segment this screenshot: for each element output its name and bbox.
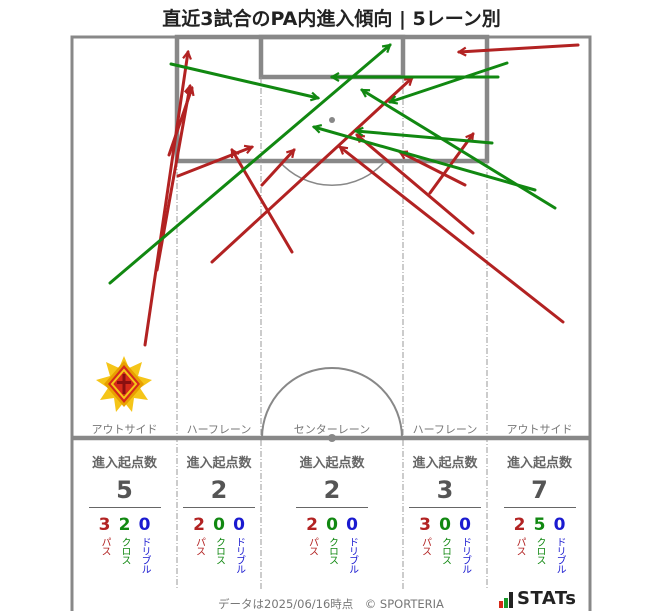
- penalty-arc: [278, 160, 386, 187]
- total-count: 3: [436, 476, 454, 504]
- center-circle: [261, 367, 403, 439]
- pass-arrow: [176, 147, 252, 178]
- cross-arrow: [356, 131, 494, 145]
- stats-brand-logo: STATs: [499, 590, 576, 608]
- dribble-count: 0: [138, 515, 151, 535]
- team-emblem-icon: [96, 356, 152, 412]
- cross-count: 2: [118, 515, 131, 535]
- dribble-label: ドリブル: [346, 537, 358, 573]
- pass-arrow: [210, 78, 412, 264]
- pass-arrow: [155, 86, 190, 272]
- cross-arrow: [362, 88, 557, 210]
- pass-count: 3: [419, 515, 431, 535]
- penalty-area: [174, 34, 490, 164]
- stats-header: 進入起点数: [299, 456, 365, 471]
- cross-label: クロス: [213, 537, 225, 564]
- pass-arrow: [357, 133, 475, 235]
- dribble-label: ドリブル: [139, 537, 150, 573]
- pass-arrow: [167, 88, 192, 157]
- pass-arrow: [400, 150, 467, 187]
- goal-area: [258, 34, 406, 80]
- pass-label: パス: [99, 537, 110, 555]
- cross-label: クロス: [439, 537, 451, 564]
- cross-label: クロス: [119, 537, 130, 564]
- pass-label: パス: [306, 537, 318, 555]
- center-spot: [328, 434, 336, 442]
- pass-count: 2: [193, 515, 205, 535]
- stats-header: 進入起点数: [186, 456, 252, 471]
- dribble-count: 0: [553, 515, 566, 535]
- cross-arrow: [108, 43, 390, 285]
- cross-arrow: [314, 127, 537, 192]
- pass-arrow: [340, 145, 565, 324]
- cross-label: クロス: [534, 537, 545, 564]
- pass-arrow: [428, 134, 475, 195]
- cross-count: 5: [533, 515, 546, 535]
- total-count: 7: [531, 476, 548, 504]
- cross-count: 0: [439, 515, 451, 535]
- cross-count: 0: [213, 515, 225, 535]
- stats-header: 進入起点数: [506, 456, 572, 471]
- stats-header: 進入起点数: [91, 456, 157, 471]
- brand-text: STATs: [517, 588, 577, 609]
- pass-label: パス: [193, 537, 205, 555]
- pass-count: 3: [98, 515, 111, 535]
- divider: [296, 507, 368, 508]
- pass-arrow: [143, 52, 188, 347]
- pass-count: 2: [513, 515, 526, 535]
- pass-count: 2: [306, 515, 318, 535]
- dribble-label: ドリブル: [233, 537, 245, 573]
- lane-stats-center: 進入起点数 2 2 パス 0 クロス 0 ドリブル: [261, 452, 403, 573]
- total-count: 2: [323, 476, 341, 504]
- entry-arrows: [108, 43, 580, 347]
- cross-count: 0: [326, 515, 338, 535]
- total-count: 2: [210, 476, 228, 504]
- pass-arrow: [260, 150, 296, 187]
- total-count: 5: [116, 476, 133, 504]
- pass-arrow: [230, 150, 294, 254]
- cross-label: クロス: [326, 537, 338, 564]
- cross-arrow: [169, 62, 318, 98]
- dribble-label: ドリブル: [459, 537, 471, 573]
- chart-title: 直近3試合のPA内進入傾向 | 5レーン別: [162, 8, 501, 30]
- divider: [503, 507, 576, 508]
- divider: [183, 507, 255, 508]
- penalty-spot: [329, 117, 335, 123]
- dribble-count: 0: [346, 515, 358, 535]
- lane-stats-left-outside: 進入起点数 5 3 パス 2 クロス 0 ドリブル: [72, 452, 177, 573]
- divider: [88, 507, 161, 508]
- pass-label: パス: [514, 537, 525, 555]
- lane-stats-left-halfspace: 進入起点数 2 2 パス 0 クロス 0 ドリブル: [177, 452, 261, 573]
- footer-note: データは2025/06/16時点 © SPORTERIA: [218, 597, 444, 611]
- lane-stats-right-outside: 進入起点数 7 2 パス 5 クロス 0 ドリブル: [487, 452, 592, 573]
- dribble-count: 0: [233, 515, 245, 535]
- bar-chart-icon: [499, 592, 513, 608]
- stats-header: 進入起点数: [412, 456, 478, 471]
- lane-label-left-outside: アウトサイド: [91, 423, 158, 436]
- divider: [409, 507, 481, 508]
- dribble-label: ドリブル: [554, 537, 565, 573]
- lane-label-center: センターレーン: [293, 423, 371, 436]
- lane-label-left-halfspace: ハーフレーン: [186, 423, 252, 436]
- lane-label-right-outside: アウトサイド: [506, 423, 573, 436]
- pass-arrow: [459, 43, 580, 52]
- dribble-count: 0: [459, 515, 471, 535]
- lane-stats-right-halfspace: 進入起点数 3 3 パス 0 クロス 0 ドリブル: [403, 452, 487, 573]
- cross-arrow: [390, 61, 509, 102]
- pass-label: パス: [419, 537, 431, 555]
- lane-label-right-halfspace: ハーフレーン: [412, 423, 478, 436]
